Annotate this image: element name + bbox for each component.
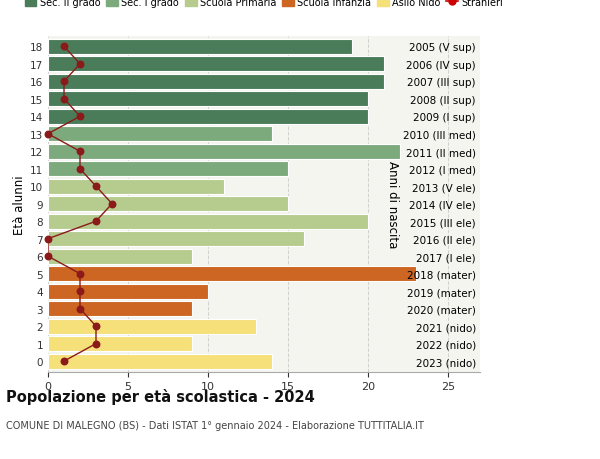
Point bbox=[75, 288, 85, 295]
Y-axis label: Età alunni: Età alunni bbox=[13, 174, 26, 234]
Bar bbox=[48, 127, 272, 142]
Bar bbox=[48, 197, 288, 212]
Bar bbox=[48, 354, 272, 369]
Bar bbox=[48, 110, 368, 124]
Bar bbox=[48, 75, 384, 90]
Point bbox=[43, 253, 53, 260]
Bar bbox=[48, 336, 192, 351]
Point bbox=[43, 131, 53, 138]
Point bbox=[107, 201, 117, 208]
Bar bbox=[48, 162, 288, 177]
Point bbox=[59, 96, 69, 103]
Point bbox=[91, 183, 101, 190]
Bar bbox=[48, 145, 400, 159]
Point bbox=[75, 166, 85, 173]
Bar bbox=[48, 249, 192, 264]
Bar bbox=[48, 92, 368, 107]
Bar bbox=[48, 179, 224, 194]
Point bbox=[59, 358, 69, 365]
Point bbox=[75, 61, 85, 68]
Bar bbox=[48, 284, 208, 299]
Point bbox=[43, 235, 53, 243]
Bar bbox=[48, 232, 304, 246]
Point bbox=[59, 78, 69, 86]
Bar bbox=[48, 57, 384, 72]
Point bbox=[75, 113, 85, 121]
Bar bbox=[48, 319, 256, 334]
Y-axis label: Anni di nascita: Anni di nascita bbox=[386, 161, 399, 248]
Point bbox=[59, 44, 69, 51]
Bar bbox=[48, 267, 416, 281]
Bar bbox=[48, 214, 368, 229]
Bar bbox=[48, 302, 192, 316]
Text: COMUNE DI MALEGNO (BS) - Dati ISTAT 1° gennaio 2024 - Elaborazione TUTTITALIA.IT: COMUNE DI MALEGNO (BS) - Dati ISTAT 1° g… bbox=[6, 420, 424, 430]
Bar bbox=[48, 40, 352, 55]
Point bbox=[75, 148, 85, 156]
Point bbox=[75, 270, 85, 278]
Text: Popolazione per età scolastica - 2024: Popolazione per età scolastica - 2024 bbox=[6, 388, 315, 404]
Point bbox=[91, 340, 101, 347]
Point bbox=[91, 218, 101, 225]
Point bbox=[75, 305, 85, 313]
Point bbox=[91, 323, 101, 330]
Legend: Sec. II grado, Sec. I grado, Scuola Primaria, Scuola Infanzia, Asilo Nido, Stran: Sec. II grado, Sec. I grado, Scuola Prim… bbox=[25, 0, 503, 8]
